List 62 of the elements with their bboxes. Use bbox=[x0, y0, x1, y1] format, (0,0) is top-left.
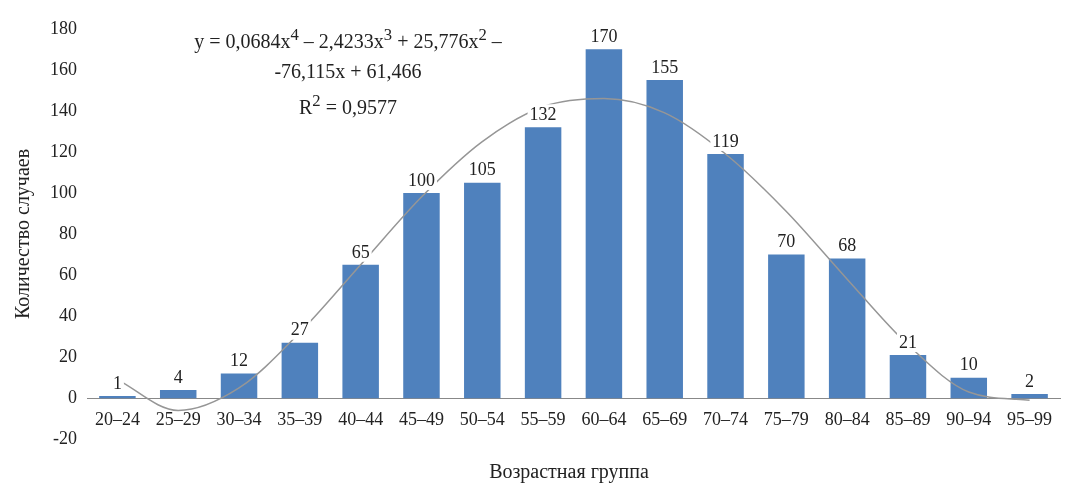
bar bbox=[524, 127, 562, 399]
x-tick-label: 20–24 bbox=[94, 408, 140, 429]
x-tick-label: 50–54 bbox=[459, 408, 505, 429]
bar bbox=[403, 192, 440, 399]
data-label: 10 bbox=[959, 354, 978, 375]
bar bbox=[159, 389, 197, 399]
y-tick-label: 60 bbox=[59, 263, 77, 284]
x-tick-label: 40–44 bbox=[338, 408, 384, 429]
data-label: 68 bbox=[838, 235, 857, 256]
data-label: 27 bbox=[290, 319, 309, 340]
data-label: 1 bbox=[112, 372, 122, 393]
x-tick-label: 60–64 bbox=[581, 408, 627, 429]
x-tick-label: 30–34 bbox=[216, 408, 262, 429]
data-label: 155 bbox=[651, 56, 679, 77]
x-tick-label: 45–49 bbox=[398, 408, 444, 429]
x-tick-label: 25–29 bbox=[155, 408, 201, 429]
y-axis-title: Количество случаев bbox=[11, 148, 35, 320]
data-label: 105 bbox=[468, 159, 496, 180]
x-tick-label: 75–79 bbox=[763, 408, 809, 429]
x-tick-label: 70–74 bbox=[703, 408, 749, 429]
x-tick-label: 90–94 bbox=[946, 408, 992, 429]
data-label: 65 bbox=[351, 241, 370, 262]
data-label: 2 bbox=[1025, 370, 1035, 391]
annotation: R$^{2}$ = 0,9577 bbox=[299, 90, 397, 118]
x-axis-title: Возрастная группа bbox=[488, 460, 650, 483]
y-tick-label: 80 bbox=[59, 222, 77, 243]
bar bbox=[646, 80, 683, 399]
bar bbox=[1011, 394, 1048, 399]
bar bbox=[828, 258, 866, 399]
x-tick-label: 80–84 bbox=[824, 408, 870, 429]
y-tick-label: 160 bbox=[50, 58, 77, 79]
x-tick-label: 85–89 bbox=[885, 408, 931, 429]
data-label: 119 bbox=[712, 130, 739, 151]
y-tick-label: 180 bbox=[50, 17, 77, 38]
y-tick-label: 140 bbox=[50, 99, 77, 120]
y-tick-label: -20 bbox=[53, 427, 77, 448]
data-label: 100 bbox=[407, 169, 435, 190]
bar bbox=[585, 49, 623, 399]
x-tick-label: 95–99 bbox=[1007, 408, 1053, 429]
y-tick-label: 40 bbox=[59, 304, 77, 325]
data-label: 21 bbox=[898, 331, 917, 352]
bar bbox=[889, 355, 927, 399]
x-tick-label: 35–39 bbox=[277, 408, 323, 429]
y-tick-label: 0 bbox=[68, 386, 77, 407]
bar bbox=[99, 396, 136, 399]
data-label: 170 bbox=[590, 26, 618, 47]
x-tick-label: 65–69 bbox=[642, 408, 688, 429]
bar bbox=[464, 182, 501, 399]
y-tick-label: 120 bbox=[50, 140, 77, 161]
data-label: 132 bbox=[529, 104, 557, 125]
data-label: 70 bbox=[777, 231, 796, 252]
y-tick-label: 20 bbox=[59, 345, 77, 366]
data-label: 4 bbox=[173, 366, 183, 387]
bar bbox=[768, 254, 805, 399]
x-tick-label: 55–59 bbox=[520, 408, 566, 429]
bar bbox=[281, 342, 319, 399]
data-label: 12 bbox=[230, 350, 249, 371]
y-tick-label: 100 bbox=[50, 181, 77, 202]
annotation: y = 0,0684x$^{4}$ – 2,4233x$^{3}$ + 25,776x$^{2}$ – bbox=[193, 24, 503, 55]
bar bbox=[342, 264, 379, 399]
annotation: -76,115x + 61,466 bbox=[273, 58, 423, 84]
bar bbox=[707, 153, 744, 399]
